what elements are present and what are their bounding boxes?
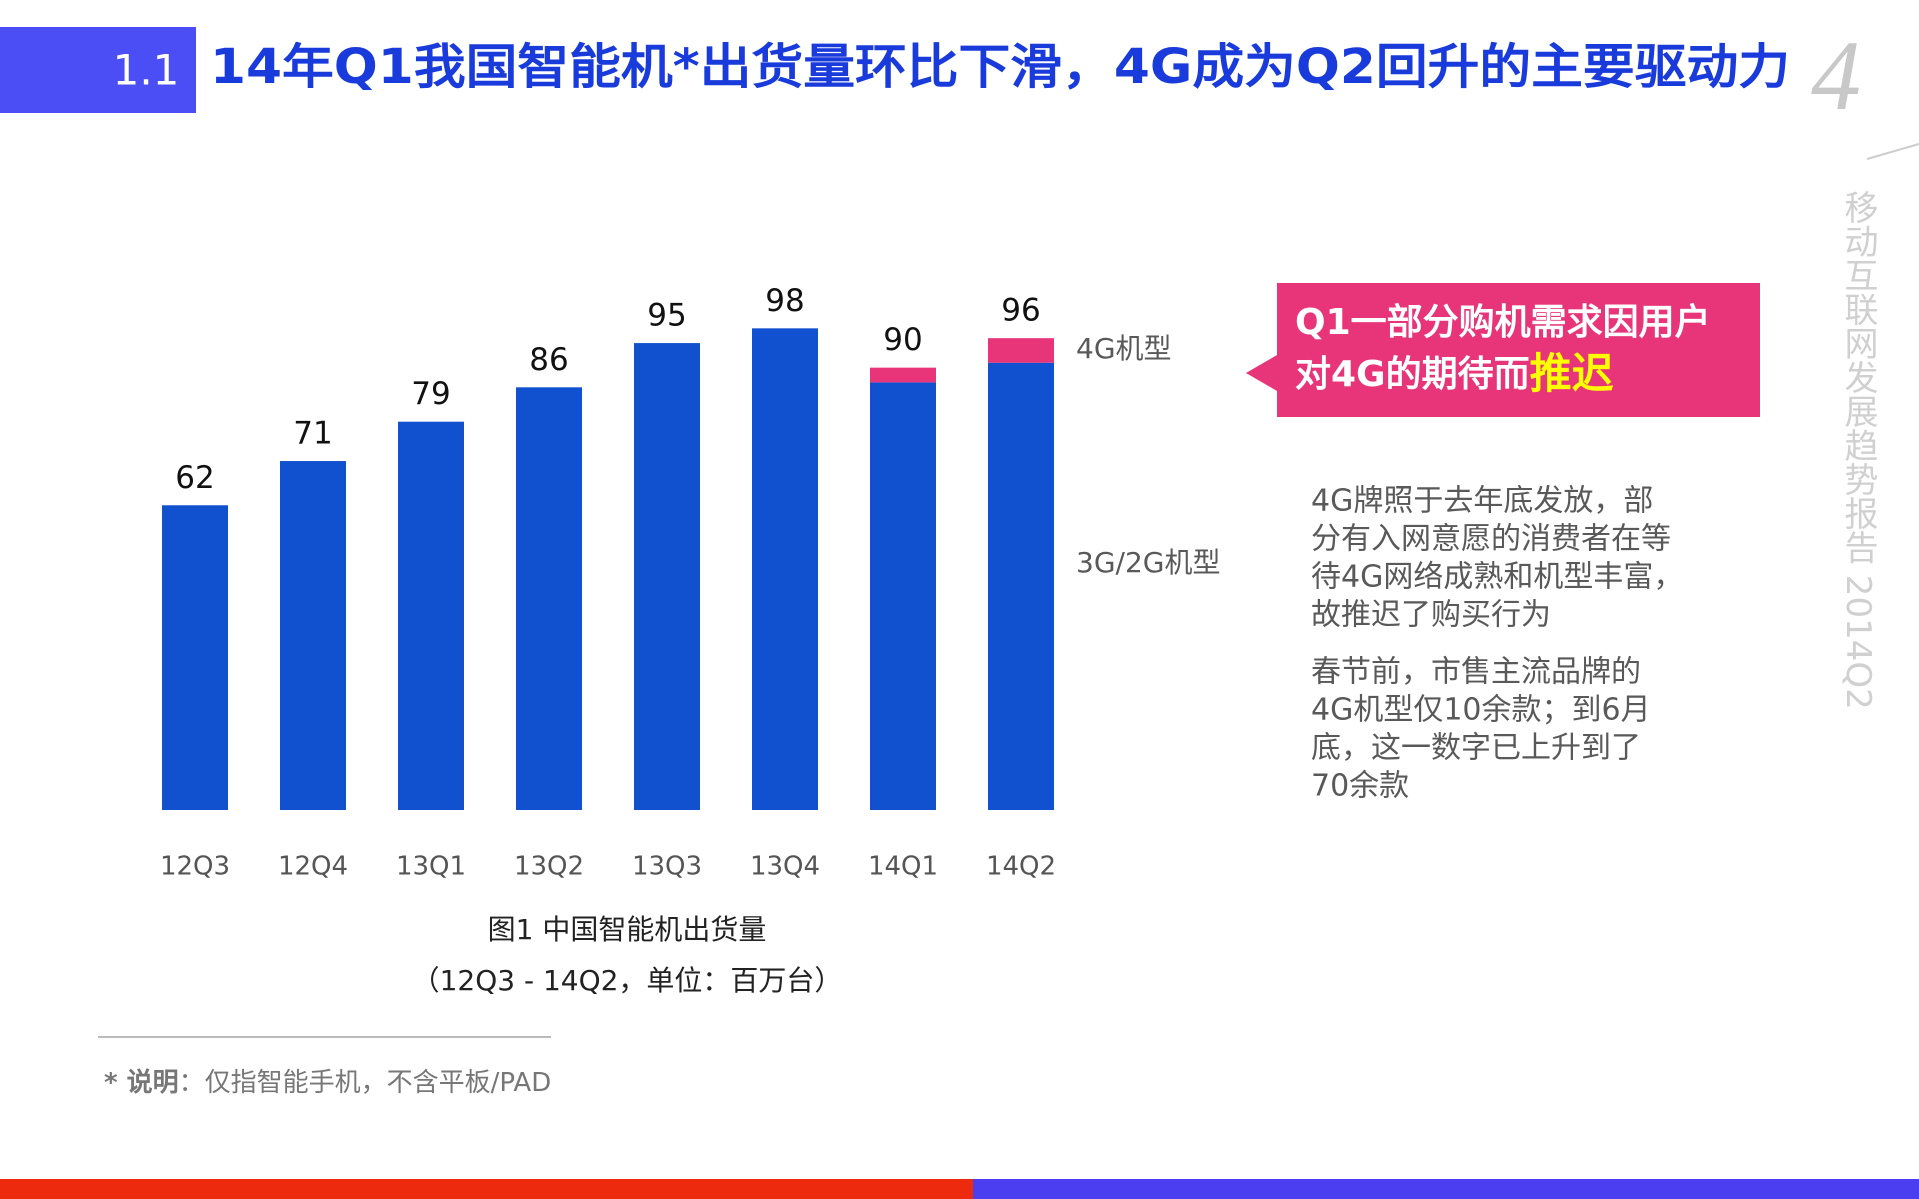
bar-segment — [516, 387, 582, 810]
bar-segment — [634, 343, 700, 810]
bar-segment — [162, 505, 228, 810]
chart: 62 12Q3 71 12Q4 79 13Q1 86 13Q2 95 13Q3 98 13Q4 90 14… — [160, 283, 1221, 997]
note-text: ：仅指智能手机，不含平板/PAD — [179, 1068, 552, 1098]
decor-line — [1866, 143, 1919, 160]
chart-caption: （12Q3 - 14Q2，单位：百万台） — [412, 964, 843, 997]
callout-pointer — [1246, 355, 1277, 391]
total-label: 95 — [647, 298, 686, 334]
bar-segment — [988, 362, 1054, 810]
callout-line: 对4G的期待而推迟 — [1295, 349, 1614, 398]
paragraph-line: 春节前，市售主流品牌的 — [1311, 655, 1641, 690]
paragraph-line: 底，这一数字已上升到了 — [1311, 731, 1641, 766]
x-tick-label: 13Q2 — [514, 852, 584, 882]
chart-caption: 图1 中国智能机出货量 — [488, 913, 767, 946]
bar-segment — [870, 382, 936, 810]
series-label: 3G/2G机型 — [1076, 546, 1220, 579]
series-label: 4G机型 — [1076, 332, 1172, 365]
section-number: 1.1 — [113, 46, 180, 95]
paragraph-line: 故推迟了购买行为 — [1311, 598, 1551, 633]
total-label: 86 — [529, 342, 568, 378]
total-label: 96 — [1001, 293, 1040, 329]
x-tick-label: 14Q2 — [986, 852, 1056, 882]
bar-segment — [398, 421, 464, 810]
page-number: 4 — [1811, 20, 1861, 131]
total-label: 79 — [411, 376, 450, 412]
x-tick-label: 14Q1 — [868, 852, 938, 882]
x-tick-label: 13Q1 — [396, 852, 466, 882]
total-label: 98 — [765, 283, 804, 319]
report-name: 移动互联网发展趋势报告 2014Q2 — [1838, 190, 1878, 710]
callout-highlight: 推迟 — [1530, 349, 1614, 398]
total-label: 62 — [175, 460, 214, 496]
paragraph-line: 4G牌照于去年底发放，部 — [1311, 484, 1653, 519]
x-tick-label: 12Q3 — [160, 852, 230, 882]
x-tick-label: 13Q3 — [632, 852, 702, 882]
x-tick-label: 12Q4 — [278, 852, 348, 882]
note-label: * 说明 — [104, 1068, 179, 1098]
note: * 说明：仅指智能手机，不含平板/PAD — [104, 1068, 551, 1098]
bar-segment — [870, 367, 936, 383]
footer-bar-blue — [973, 1179, 1919, 1199]
paragraph-line: 分有入网意愿的消费者在等 — [1311, 522, 1671, 557]
callout-text: 对4G的期待而 — [1295, 354, 1530, 395]
header-block — [0, 27, 196, 113]
paragraph-line: 4G机型仅10余款；到6月 — [1311, 693, 1651, 728]
bar-segment — [280, 461, 346, 810]
footer-bar-red — [0, 1179, 973, 1199]
bar-segment — [988, 338, 1054, 363]
total-label: 71 — [293, 416, 332, 452]
paragraphs: 4G牌照于去年底发放，部分有入网意愿的消费者在等待4G网络成熟和机型丰富，故推迟… — [1311, 484, 1683, 804]
slide-title: 14年Q1我国智能机*出货量环比下滑，4G成为Q2回升的主要驱动力 — [210, 39, 1790, 95]
x-tick-label: 13Q4 — [750, 852, 820, 882]
paragraph-line: 待4G网络成熟和机型丰富， — [1311, 560, 1683, 595]
paragraph-line: 70余款 — [1311, 769, 1409, 804]
bar-segment — [752, 328, 818, 810]
callout-line: Q1一部分购机需求因用户 — [1295, 302, 1711, 343]
callout-box — [1277, 283, 1760, 417]
total-label: 90 — [883, 322, 922, 358]
